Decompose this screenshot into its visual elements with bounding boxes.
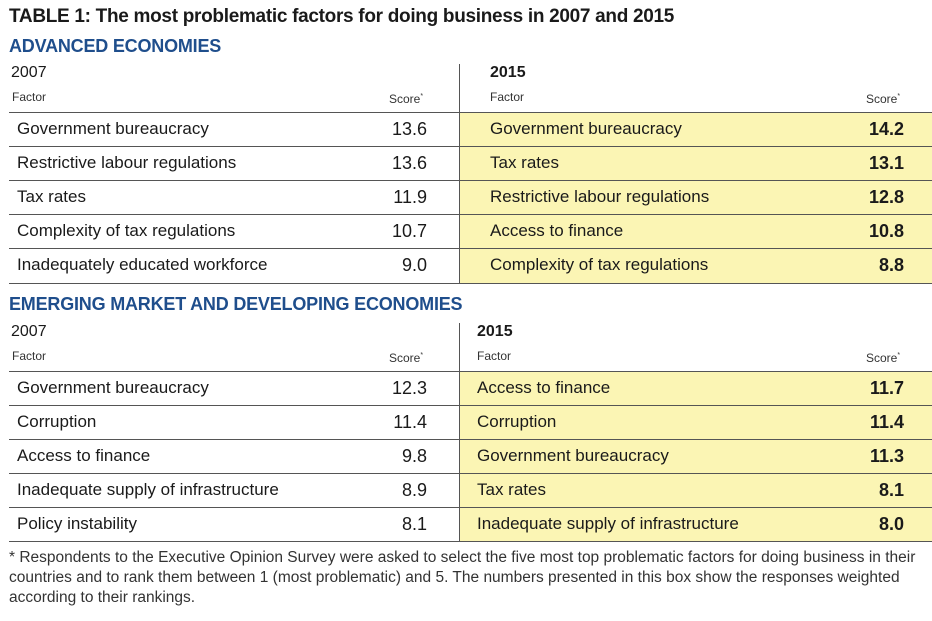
factor-column-header: Factor bbox=[477, 349, 512, 363]
table-title: TABLE 1: The most problematic factors fo… bbox=[9, 6, 675, 27]
row-divider bbox=[9, 507, 932, 508]
score-cell: 8.1 bbox=[878, 480, 904, 500]
score-column-header: Score* bbox=[866, 92, 901, 106]
score-cell: 10.7 bbox=[391, 221, 427, 241]
factor-cell: Corruption bbox=[17, 412, 97, 431]
row-divider bbox=[9, 283, 932, 284]
score-cell: 9.8 bbox=[401, 446, 427, 466]
score-column-header: Score* bbox=[389, 351, 424, 365]
row-divider bbox=[9, 146, 932, 147]
factor-cell: Access to finance bbox=[477, 378, 611, 397]
factor-cell: Government bureaucracy bbox=[17, 119, 209, 138]
factor-column-header: Factor bbox=[12, 349, 47, 363]
factor-cell: Government bureaucracy bbox=[477, 446, 669, 465]
factor-cell: Restrictive labour regulations bbox=[17, 153, 237, 172]
factor-cell: Restrictive labour regulations bbox=[490, 187, 710, 206]
row-divider bbox=[9, 371, 932, 372]
score-cell: 10.8 bbox=[868, 221, 904, 241]
score-cell: 12.8 bbox=[868, 187, 904, 207]
factor-cell: Government bureaucracy bbox=[490, 119, 682, 138]
factor-column-header: Factor bbox=[490, 90, 525, 104]
factor-cell: Access to finance bbox=[17, 446, 151, 465]
factor-cell: Corruption bbox=[477, 412, 557, 431]
score-cell: 13.6 bbox=[391, 119, 427, 139]
factor-column-header: Factor bbox=[12, 90, 47, 104]
section-heading-advanced: ADVANCED ECONOMIES bbox=[9, 36, 222, 56]
factor-cell: Inadequate supply of infrastructure bbox=[17, 480, 279, 499]
score-cell: 11.4 bbox=[393, 412, 427, 432]
score-cell: 8.1 bbox=[401, 514, 427, 534]
score-cell: 11.7 bbox=[869, 378, 904, 398]
score-cell: 11.9 bbox=[393, 187, 427, 207]
row-divider bbox=[9, 541, 932, 542]
score-cell: 11.3 bbox=[869, 446, 904, 466]
score-column-header: Score* bbox=[389, 92, 424, 106]
column-divider bbox=[459, 323, 460, 542]
row-divider bbox=[9, 405, 932, 406]
row-divider bbox=[9, 439, 932, 440]
score-column-header: Score* bbox=[866, 351, 901, 365]
highlight-2015 bbox=[460, 112, 932, 284]
score-cell: 8.0 bbox=[878, 514, 904, 534]
score-cell: 14.2 bbox=[868, 119, 904, 139]
factor-cell: Complexity of tax regulations bbox=[490, 255, 709, 274]
score-cell: 9.0 bbox=[401, 255, 427, 275]
factor-cell: Tax rates bbox=[17, 187, 86, 206]
factor-cell: Complexity of tax regulations bbox=[17, 221, 236, 240]
row-divider bbox=[9, 214, 932, 215]
row-divider bbox=[9, 180, 932, 181]
row-divider bbox=[9, 248, 932, 249]
score-cell: 12.3 bbox=[391, 378, 427, 398]
row-divider bbox=[9, 473, 932, 474]
column-divider bbox=[459, 64, 460, 284]
year-label-2015: 2015 bbox=[477, 323, 513, 340]
footnote: * Respondents to the Executive Opinion S… bbox=[9, 549, 916, 606]
score-cell: 8.9 bbox=[401, 480, 427, 500]
score-cell: 13.6 bbox=[391, 153, 427, 173]
factor-cell: Inadequate supply of infrastructure bbox=[477, 514, 739, 533]
factor-cell: Policy instability bbox=[17, 514, 137, 533]
score-cell: 8.8 bbox=[878, 255, 904, 275]
section-heading-emerging: EMERGING MARKET AND DEVELOPING ECONOMIES bbox=[9, 294, 463, 314]
year-label-2007: 2007 bbox=[11, 64, 47, 81]
score-cell: 11.4 bbox=[869, 412, 904, 432]
year-label-2007: 2007 bbox=[11, 323, 47, 340]
factor-cell: Tax rates bbox=[490, 153, 559, 172]
factor-cell: Inadequately educated workforce bbox=[17, 255, 268, 274]
highlight-2015 bbox=[460, 371, 932, 542]
factor-cell: Government bureaucracy bbox=[17, 378, 209, 397]
row-divider bbox=[9, 112, 932, 113]
factor-cell: Access to finance bbox=[490, 221, 624, 240]
factor-cell: Tax rates bbox=[477, 480, 546, 499]
year-label-2015: 2015 bbox=[490, 64, 526, 81]
score-cell: 13.1 bbox=[868, 153, 904, 173]
